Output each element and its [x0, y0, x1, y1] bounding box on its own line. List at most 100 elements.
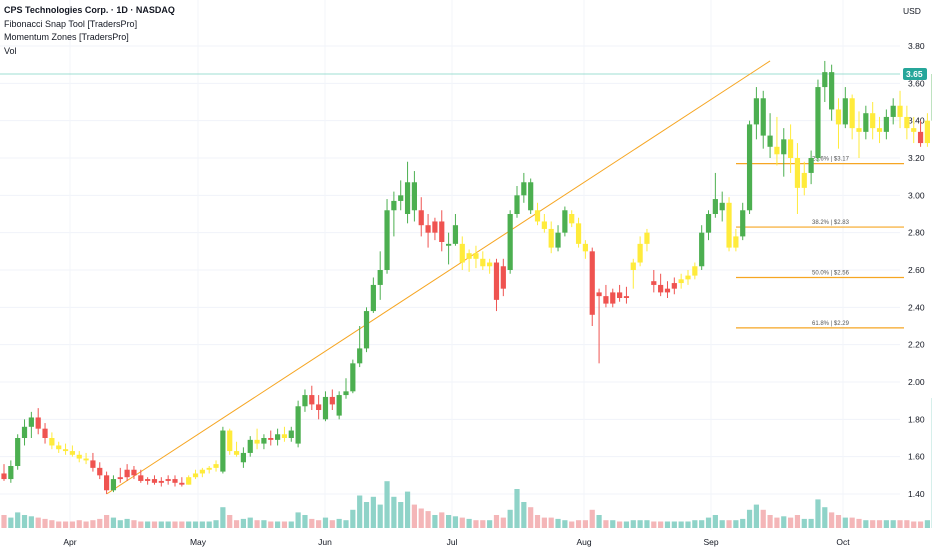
volume-bar	[460, 518, 465, 528]
candle-body	[118, 477, 123, 479]
volume-bar	[603, 520, 608, 528]
volume-bar	[870, 520, 875, 528]
volume-bar	[555, 519, 560, 528]
candle-body	[330, 397, 335, 404]
candle-body	[829, 72, 834, 109]
candle-body	[583, 244, 588, 251]
candle-body	[138, 475, 143, 481]
candle-body	[453, 225, 458, 244]
volume-bar	[131, 520, 136, 528]
fib-level-label: 38.2% | $2.83	[812, 220, 850, 226]
volume-bar	[747, 510, 752, 528]
candle-body	[364, 311, 369, 348]
candle-body	[850, 98, 855, 128]
volume-bar	[863, 520, 868, 528]
volume-bar	[904, 520, 909, 528]
candle-body	[761, 98, 766, 135]
time-tick-label: Jun	[318, 537, 332, 547]
chart-legend: CPS Technologies Corp. · 1D · NASDAQ Fib…	[4, 4, 175, 58]
volume-bar	[432, 515, 437, 528]
volume-bar	[63, 522, 68, 529]
candle-body	[302, 395, 307, 406]
candle-body	[754, 98, 759, 124]
candle-body	[357, 348, 362, 363]
volume-bar	[186, 522, 191, 529]
candle-body	[412, 182, 417, 210]
candle-body	[494, 263, 499, 300]
volume-bar	[261, 520, 266, 528]
volume-bar	[802, 519, 807, 528]
candle-body	[501, 266, 506, 288]
volume-bars	[1, 398, 932, 528]
candle-body	[473, 253, 478, 259]
volume-bar	[254, 520, 259, 528]
volume-bar	[549, 518, 554, 528]
candle-body	[651, 281, 656, 285]
volume-bar	[672, 522, 677, 529]
price-tick-label: 2.60	[908, 265, 925, 275]
volume-bar	[685, 522, 690, 529]
volume-bar	[316, 520, 321, 528]
symbol-title[interactable]: CPS Technologies Corp. · 1D · NASDAQ	[4, 4, 175, 18]
volume-bar	[378, 505, 383, 528]
volume-bar	[138, 522, 143, 529]
candle-body	[487, 263, 492, 267]
volume-bar	[788, 518, 793, 528]
volume-bar	[296, 512, 301, 528]
candle-body	[439, 221, 444, 242]
candle-body	[193, 473, 198, 477]
volume-bar	[371, 497, 376, 528]
candle-body	[179, 483, 184, 485]
volume-bar	[740, 519, 745, 528]
indicator-volume[interactable]: Vol	[4, 45, 175, 59]
candle-body	[172, 479, 177, 483]
volume-bar	[610, 520, 615, 528]
volume-bar	[911, 522, 916, 529]
candle-body	[638, 244, 643, 263]
candle-body	[822, 72, 827, 87]
candle-body	[549, 229, 554, 248]
trend-line	[107, 61, 770, 494]
candle-body	[22, 427, 27, 438]
time-tick-label: Aug	[576, 537, 591, 547]
price-tick-label: 3.80	[908, 41, 925, 51]
volume-bar	[384, 481, 389, 528]
time-tick-label: Oct	[836, 537, 850, 547]
candle-body	[42, 429, 47, 438]
volume-bar	[843, 518, 848, 528]
currency-label[interactable]: USD	[903, 6, 921, 16]
candle-body	[63, 449, 68, 451]
candle-body	[419, 210, 424, 225]
volume-bar	[877, 520, 882, 528]
candle-body	[425, 225, 430, 232]
candle-body	[603, 296, 608, 303]
candle-body	[535, 210, 540, 221]
volume-bar	[22, 515, 27, 528]
volume-bar	[398, 502, 403, 528]
candle-body	[350, 363, 355, 391]
price-tick-label: 3.20	[908, 153, 925, 163]
volume-bar	[638, 520, 643, 528]
volume-bar	[145, 522, 150, 529]
candle-body	[200, 470, 205, 474]
candle-body	[911, 128, 916, 132]
candle-body	[596, 292, 601, 296]
volume-bar	[569, 522, 574, 529]
candle-body	[802, 173, 807, 188]
candle-body	[877, 128, 882, 132]
candle-body	[90, 460, 95, 467]
volume-bar	[268, 522, 273, 529]
indicator-fibonacci[interactable]: Fibonacci Snap Tool [TradersPro]	[4, 18, 175, 32]
volume-bar	[521, 502, 526, 528]
volume-bar	[275, 522, 280, 529]
volume-bar	[617, 522, 622, 529]
volume-bar	[1, 515, 6, 528]
volume-bar	[97, 519, 102, 528]
candle-body	[658, 285, 663, 292]
volume-bar	[412, 505, 417, 528]
indicator-momentum[interactable]: Momentum Zones [TradersPro]	[4, 31, 175, 45]
volume-bar	[781, 516, 786, 528]
candle-body	[767, 136, 772, 147]
